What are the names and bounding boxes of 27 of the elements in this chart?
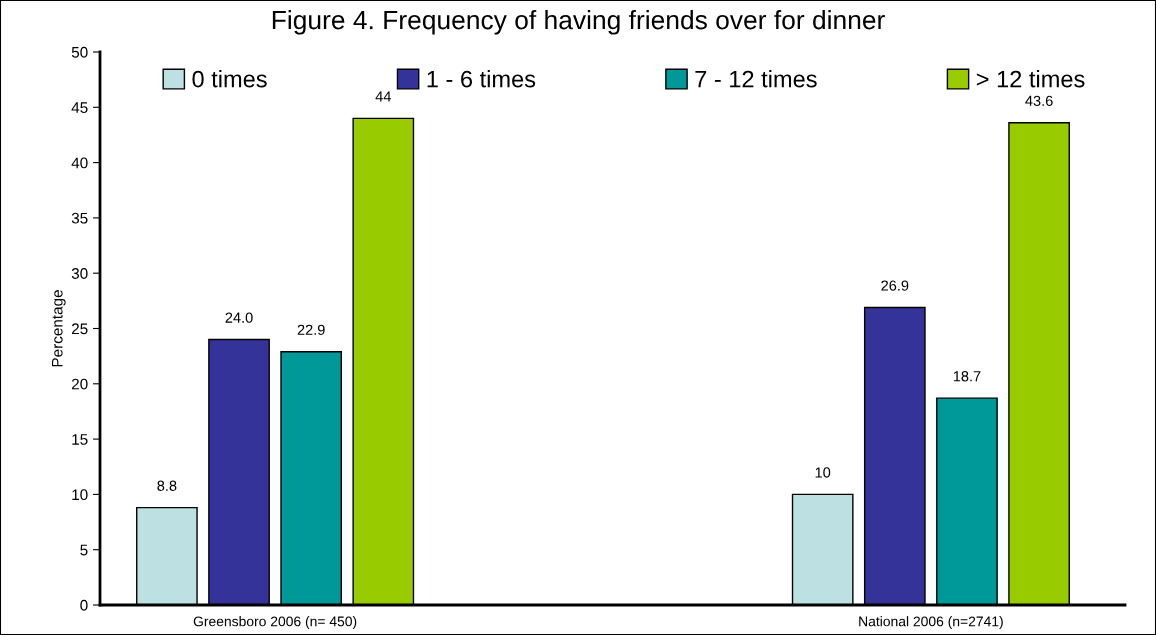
y-tick-label: 5 (80, 544, 88, 556)
y-axis-title: Percentage (51, 290, 66, 367)
legend-label: 7 - 12 times (695, 70, 817, 88)
data-label: 22.9 (297, 324, 325, 335)
y-tick-label: 35 (71, 212, 88, 224)
y-tick-label: 0 (80, 599, 88, 611)
legend-label: 0 times (192, 70, 267, 88)
chart-title: Figure 4. Frequency of having friends over for dinner (272, 10, 885, 35)
legend-label: 1 - 6 times (427, 70, 536, 88)
y-tick-label: 40 (71, 157, 88, 169)
data-label: 44 (375, 91, 391, 102)
data-label: 10 (815, 467, 831, 478)
legend-label: > 12 times (976, 70, 1085, 88)
x-tick-label: National 2006 (n=2741) (859, 616, 1003, 630)
y-tick-label: 30 (71, 268, 88, 279)
x-tick-label: Greensboro 2006 (n= 450) (193, 616, 357, 630)
data-label: 43.6 (1025, 95, 1053, 107)
y-tick-label: 45 (71, 102, 88, 113)
y-tick-label: 25 (71, 323, 88, 335)
y-tick-label: 15 (72, 434, 88, 445)
y-tick-label: 20 (71, 378, 88, 390)
data-label: 18.7 (953, 371, 981, 382)
data-label: 26.9 (881, 280, 909, 291)
y-tick-label: 50 (71, 46, 88, 58)
data-label: 8.8 (157, 480, 177, 491)
y-tick-label: 10 (72, 489, 88, 501)
data-label: 24.0 (225, 312, 253, 323)
